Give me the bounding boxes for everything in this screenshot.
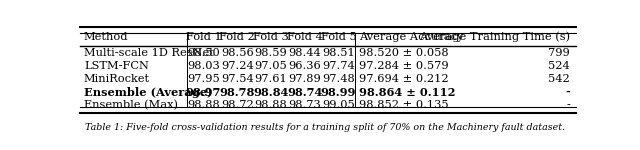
Text: -: - (566, 100, 570, 110)
Text: 97.89: 97.89 (288, 74, 321, 84)
Text: Average Accuracy: Average Accuracy (359, 32, 463, 42)
Text: 542: 542 (548, 74, 570, 84)
Text: Ensemble (Average): Ensemble (Average) (84, 87, 212, 98)
Text: 97.54: 97.54 (221, 74, 253, 84)
Text: Fold 5: Fold 5 (321, 32, 356, 42)
Text: 98.44: 98.44 (288, 48, 321, 58)
Text: 97.05: 97.05 (255, 61, 287, 71)
Text: 98.56: 98.56 (221, 48, 253, 58)
Text: Multi-scale 1D ResNet: Multi-scale 1D ResNet (84, 48, 214, 58)
Text: Table 1: Five-fold cross-validation results for a training split of 70% on the M: Table 1: Five-fold cross-validation resu… (85, 123, 565, 132)
Text: 98.73: 98.73 (288, 100, 321, 110)
Text: Fold 3: Fold 3 (253, 32, 289, 42)
Text: MiniRocket: MiniRocket (84, 74, 150, 84)
Text: 98.88: 98.88 (187, 100, 220, 110)
Text: 799: 799 (548, 48, 570, 58)
Text: 98.74: 98.74 (287, 87, 323, 98)
Text: 97.694 ± 0.212: 97.694 ± 0.212 (359, 74, 449, 84)
Text: 99.05: 99.05 (322, 100, 355, 110)
Text: 98.03: 98.03 (187, 61, 220, 71)
Text: 97.284 ± 0.579: 97.284 ± 0.579 (359, 61, 449, 71)
Text: 98.97: 98.97 (186, 87, 221, 98)
Text: 97.95: 97.95 (187, 74, 220, 84)
Text: 98.99: 98.99 (321, 87, 356, 98)
Text: 98.84: 98.84 (253, 87, 289, 98)
Text: Average Training Time (s): Average Training Time (s) (419, 31, 570, 42)
Text: 98.88: 98.88 (255, 100, 287, 110)
Text: 98.520 ± 0.058: 98.520 ± 0.058 (359, 48, 449, 58)
Text: Fold 2: Fold 2 (220, 32, 255, 42)
Text: 97.48: 97.48 (322, 74, 355, 84)
Text: 97.74: 97.74 (322, 61, 355, 71)
Text: 98.852 ± 0.135: 98.852 ± 0.135 (359, 100, 449, 110)
Text: 98.51: 98.51 (322, 48, 355, 58)
Text: 98.864 ± 0.112: 98.864 ± 0.112 (359, 87, 456, 98)
Text: 98.59: 98.59 (255, 48, 287, 58)
Text: LSTM-FCN: LSTM-FCN (84, 61, 149, 71)
Text: Ensemble (Max): Ensemble (Max) (84, 100, 178, 111)
Text: 98.78: 98.78 (220, 87, 255, 98)
Text: 524: 524 (548, 61, 570, 71)
Text: 96.36: 96.36 (288, 61, 321, 71)
Text: 97.61: 97.61 (255, 74, 287, 84)
Text: -: - (565, 87, 570, 98)
Text: Fold 1: Fold 1 (186, 32, 221, 42)
Text: 97.24: 97.24 (221, 61, 253, 71)
Text: 98.50: 98.50 (187, 48, 220, 58)
Text: Fold 4: Fold 4 (287, 32, 323, 42)
Text: 98.72: 98.72 (221, 100, 253, 110)
Text: Method: Method (84, 32, 129, 42)
